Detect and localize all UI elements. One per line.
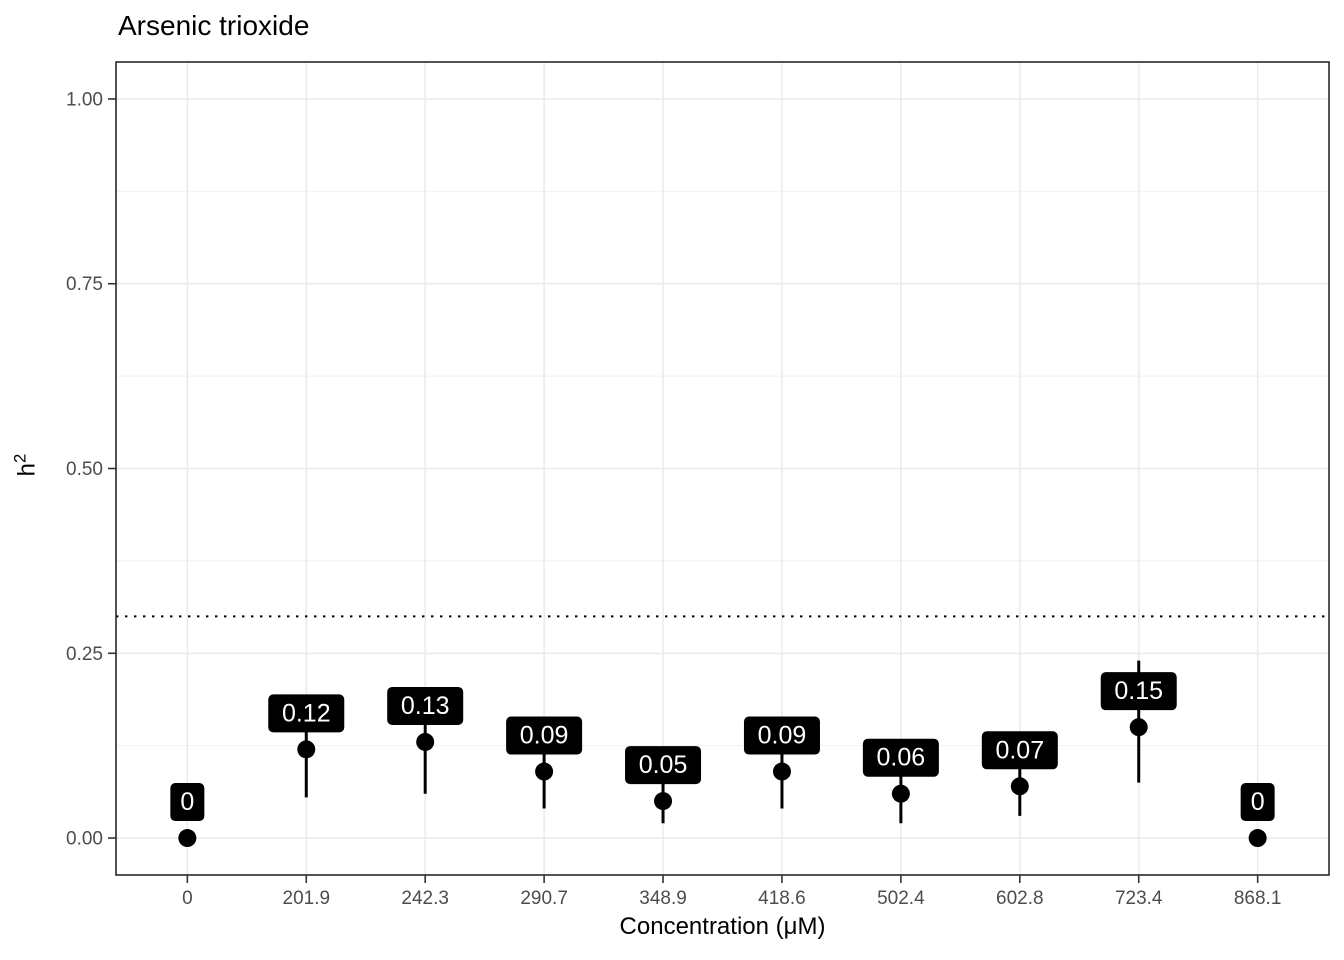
data-point bbox=[535, 762, 554, 781]
data-point bbox=[1129, 718, 1148, 737]
x-tick-label: 201.9 bbox=[283, 888, 331, 909]
value-label-box bbox=[506, 716, 583, 755]
data-point bbox=[297, 740, 316, 759]
x-tick-label: 0 bbox=[182, 888, 193, 909]
x-tick-label: 723.4 bbox=[1115, 888, 1163, 909]
x-tick-label: 868.1 bbox=[1234, 888, 1282, 909]
value-label-box bbox=[170, 783, 205, 822]
value-label-box bbox=[268, 694, 345, 733]
y-tick-label: 0.00 bbox=[66, 829, 103, 850]
y-axis-title-exponent: 2 bbox=[10, 453, 30, 463]
value-label-text: 0.09 bbox=[520, 722, 569, 750]
x-tick-label: 290.7 bbox=[520, 888, 568, 909]
value-label-box bbox=[1100, 672, 1177, 711]
data-point bbox=[416, 732, 435, 751]
data-point bbox=[1248, 829, 1267, 848]
y-tick-label: 0.50 bbox=[66, 459, 103, 480]
y-axis-title: h2 bbox=[11, 454, 42, 477]
value-label-text: 0.12 bbox=[282, 699, 331, 727]
y-tick-label: 0.75 bbox=[66, 274, 103, 295]
data-point bbox=[654, 792, 673, 811]
value-label-box bbox=[387, 686, 464, 725]
plot-title: Arsenic trioxide bbox=[118, 10, 310, 41]
value-label-box bbox=[625, 746, 702, 785]
x-axis-title: Concentration (μM) bbox=[619, 913, 826, 940]
value-label-text: 0.05 bbox=[639, 751, 688, 779]
data-point bbox=[178, 829, 197, 848]
value-label-box bbox=[743, 716, 820, 755]
x-tick-label: 502.4 bbox=[877, 888, 925, 909]
value-label-box bbox=[1240, 783, 1275, 822]
value-label-text: 0.06 bbox=[877, 744, 926, 772]
y-axis-title-base: h bbox=[13, 462, 41, 477]
data-point bbox=[1010, 777, 1029, 796]
x-tick-label: 418.6 bbox=[758, 888, 806, 909]
value-label-text: 0.09 bbox=[758, 722, 807, 750]
y-tick-label: 1.00 bbox=[66, 89, 103, 110]
value-label-text: 0.15 bbox=[1114, 677, 1163, 705]
value-label-box bbox=[862, 738, 939, 777]
y-tick-label: 0.25 bbox=[66, 644, 103, 665]
value-label-text: 0 bbox=[180, 788, 194, 816]
value-label-text: 0.13 bbox=[401, 692, 450, 720]
x-tick-label: 348.9 bbox=[639, 888, 687, 909]
value-label-box bbox=[981, 731, 1058, 770]
value-label-text: 0 bbox=[1251, 788, 1265, 816]
x-tick-label: 602.8 bbox=[996, 888, 1044, 909]
x-tick-label: 242.3 bbox=[401, 888, 449, 909]
data-point bbox=[772, 762, 791, 781]
value-label-text: 0.07 bbox=[995, 736, 1044, 764]
data-point bbox=[891, 784, 910, 803]
